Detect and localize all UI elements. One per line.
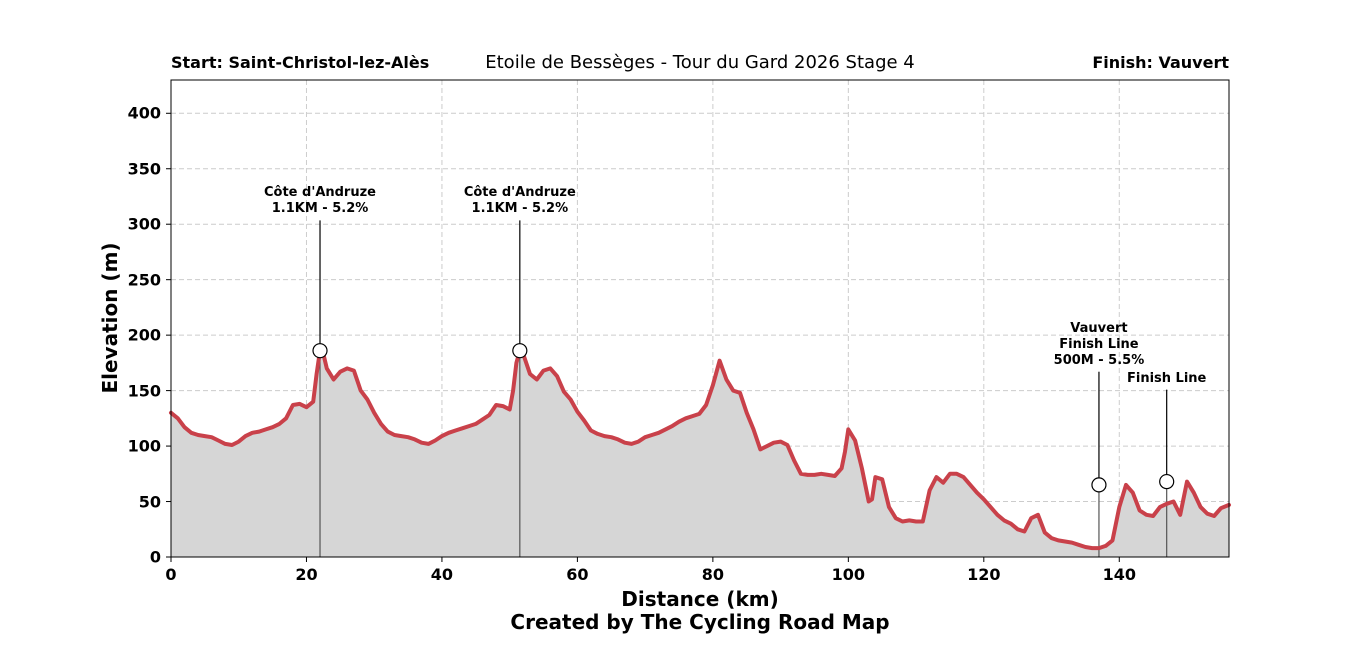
x-tick: 120 xyxy=(967,565,1001,584)
y-tick: 350 xyxy=(127,159,161,179)
y-tick: 250 xyxy=(127,270,161,290)
climb-marker-circle xyxy=(312,343,328,359)
y-tick: 200 xyxy=(127,325,161,345)
y-tick: 50 xyxy=(138,492,161,512)
y-axis-label: Elevation (m) xyxy=(98,242,122,394)
y-tick: 100 xyxy=(127,436,161,456)
y-tick: 400 xyxy=(127,103,161,123)
finish-line-annotation: Finish Line xyxy=(1126,370,1207,386)
x-axis-label: Distance (km) xyxy=(621,587,779,611)
climb-marker-circle xyxy=(1159,473,1175,490)
chart-title: Etoile de Bessèges - Tour du Gard 2026 S… xyxy=(485,52,915,73)
x-tick: 80 xyxy=(701,565,724,584)
climb-marker-circle xyxy=(512,343,528,359)
y-tick: 0 xyxy=(149,547,161,567)
x-tick: 60 xyxy=(566,565,589,584)
finish-location-label: Finish: Vauvert xyxy=(1092,53,1229,72)
x-tick: 140 xyxy=(1102,565,1136,584)
climb-marker-circle xyxy=(1091,477,1107,493)
x-tick: 0 xyxy=(165,565,177,584)
plot-frame xyxy=(170,79,1230,558)
start-location-label: Start: Saint-Christol-lez-Alès xyxy=(171,53,430,72)
finish-climb-annotation: Vauvert Finish Line 500M - 5.5% xyxy=(1053,320,1145,368)
y-tick: 300 xyxy=(127,214,161,234)
climb-annotation: Côte d'Andruze 1.1KM - 5.2% xyxy=(463,185,576,217)
elevation-area xyxy=(171,350,1229,557)
x-tick: 20 xyxy=(295,565,318,584)
climb-annotation: Côte d'Andruze 1.1KM - 5.2% xyxy=(264,185,376,217)
x-tick: 100 xyxy=(831,565,866,584)
elevation-line xyxy=(169,348,1231,551)
credit-label: Created by The Cycling Road Map xyxy=(510,610,890,634)
y-tick: 150 xyxy=(127,381,161,401)
x-tick: 40 xyxy=(430,565,454,584)
